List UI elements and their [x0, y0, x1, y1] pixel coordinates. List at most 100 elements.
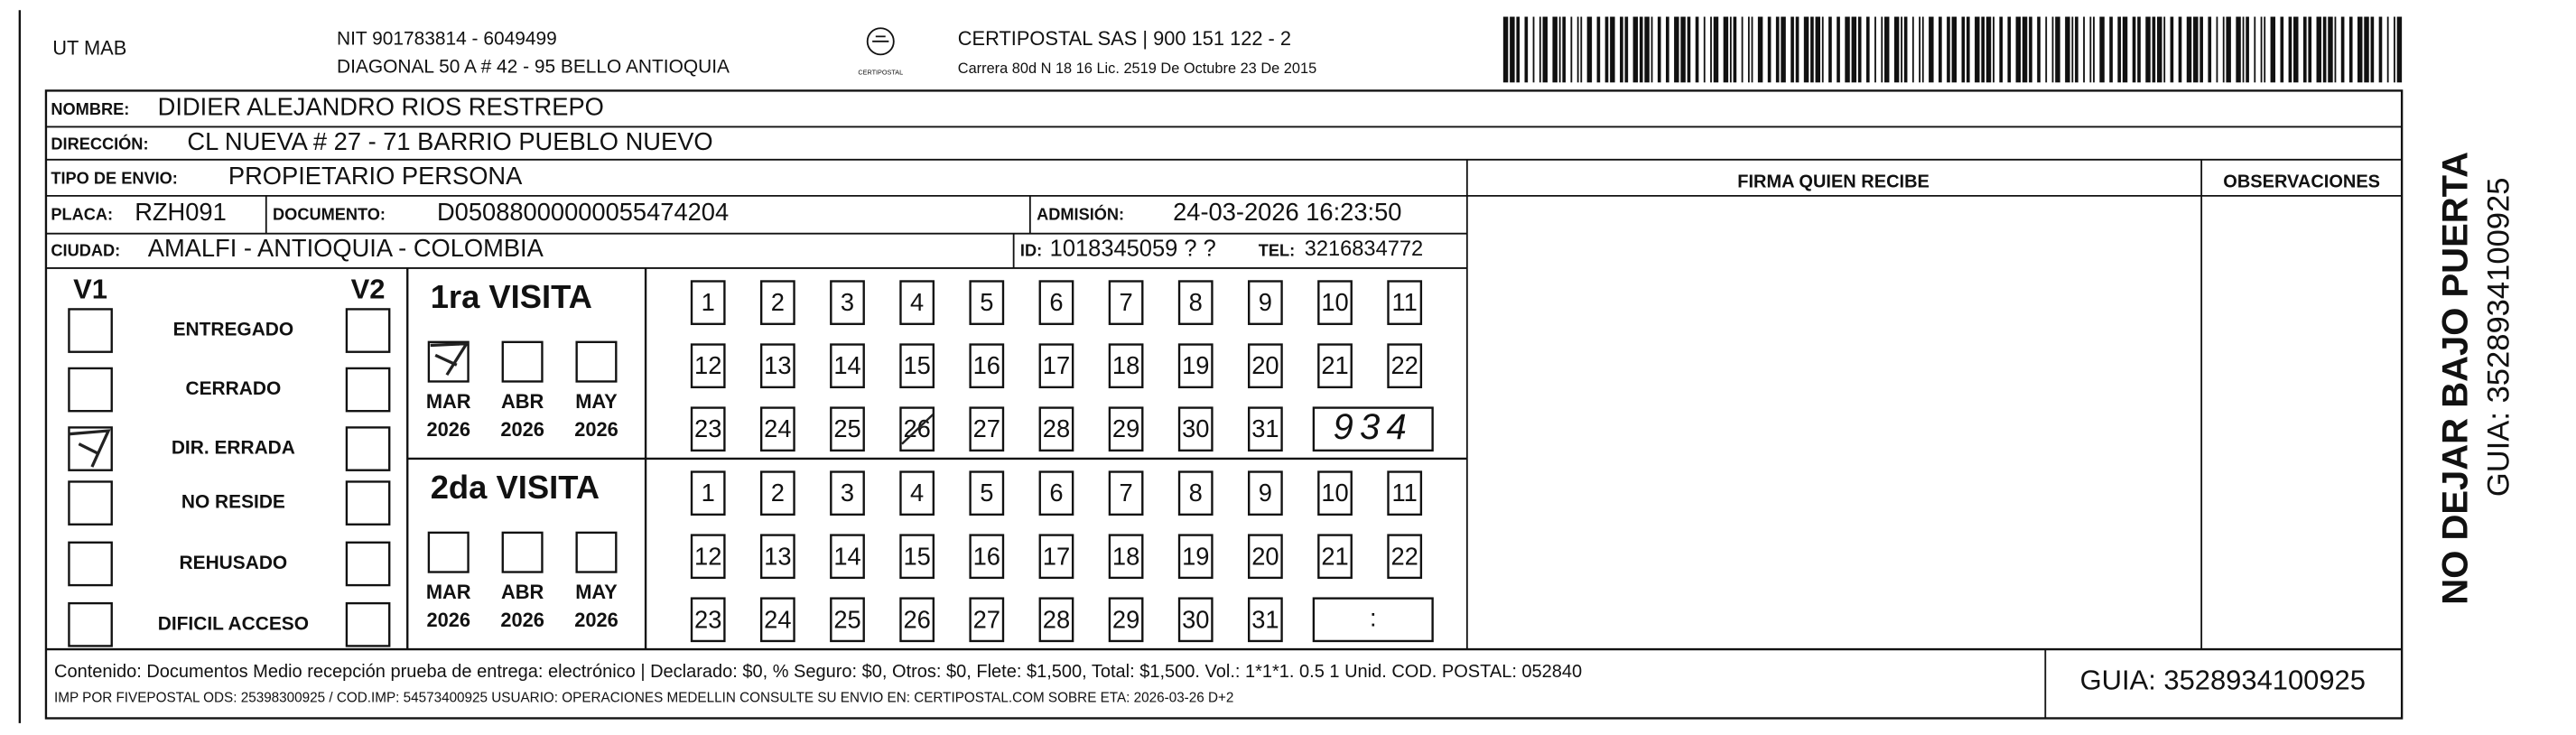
bar	[2260, 16, 2263, 83]
day-box	[1177, 343, 1214, 389]
bar	[1510, 16, 1515, 83]
day-box	[1038, 406, 1074, 452]
day: 28	[1043, 605, 1070, 633]
bar	[1911, 16, 1914, 83]
day-box	[1108, 597, 1144, 643]
bar	[1815, 16, 1821, 83]
bar	[1781, 16, 1786, 83]
bar	[1803, 16, 1809, 83]
bar	[1665, 16, 1669, 83]
bar	[2170, 16, 2174, 83]
bar	[2022, 16, 2028, 83]
bar	[1857, 16, 1862, 83]
v2-checkbox	[345, 308, 391, 353]
day-box	[690, 597, 726, 643]
bar	[1747, 16, 1750, 83]
year: 2026	[500, 609, 544, 631]
field-value: 24-03-2026 16:23:50	[1173, 198, 1401, 226]
day: 16	[973, 351, 1000, 379]
bar	[2178, 16, 2182, 83]
bar	[2117, 16, 2121, 83]
day: 17	[1043, 542, 1070, 570]
day: 16	[973, 542, 1000, 570]
column-header: FIRMA QUIEN RECIBE	[1737, 172, 1930, 192]
day-box	[830, 280, 865, 325]
status-option: ENTREGADO	[173, 320, 294, 340]
month: ABR	[501, 581, 544, 603]
day-box	[969, 406, 1005, 452]
day-box	[690, 470, 726, 516]
bar	[1901, 16, 1902, 83]
bar	[1919, 16, 1921, 83]
bar	[1741, 16, 1744, 83]
day-box	[759, 280, 795, 325]
time: :	[1370, 603, 1377, 631]
bar	[1975, 16, 1980, 83]
day: 19	[1182, 351, 1209, 379]
month-checkbox	[427, 531, 470, 573]
field-label: NOMBRE:	[51, 100, 129, 118]
bar	[1985, 16, 1992, 83]
bar	[1757, 16, 1763, 83]
field-value: CL NUEVA # 27 - 71 BARRIO PUEBLO NUEVO	[187, 127, 712, 155]
day: 4	[910, 288, 924, 316]
bar	[2099, 16, 2105, 83]
bar	[1837, 16, 1840, 83]
day-box	[1108, 280, 1144, 325]
month-checkbox	[575, 531, 618, 573]
field-value: 3216834772	[1305, 237, 1423, 261]
day: 20	[1251, 542, 1279, 570]
day: 10	[1321, 479, 1348, 507]
v2-checkbox	[345, 541, 391, 587]
field-label: TEL:	[1259, 242, 1295, 260]
time: 934	[1333, 407, 1413, 447]
status-option: DIFICIL ACCESO	[158, 613, 309, 634]
day-box	[690, 534, 726, 580]
bar	[1874, 16, 1876, 83]
day: 14	[833, 542, 860, 570]
day: 31	[1251, 605, 1279, 633]
day: 6	[1049, 479, 1063, 507]
bar	[2075, 16, 2078, 83]
status-option: DIR. ERRADA	[172, 438, 295, 459]
day: 23	[694, 414, 721, 442]
v1-checkbox	[68, 426, 113, 471]
bar	[1680, 16, 1686, 83]
day-box	[1038, 470, 1074, 516]
day: 15	[903, 542, 930, 570]
bar	[2386, 16, 2389, 83]
bar	[1651, 16, 1653, 83]
bar	[1644, 16, 1650, 83]
bar	[1532, 16, 1535, 83]
day: 15	[903, 351, 930, 379]
v1-checkbox	[68, 601, 113, 647]
year: 2026	[426, 418, 470, 441]
bar	[2037, 16, 2041, 83]
bar	[1999, 16, 2003, 83]
bar	[2152, 16, 2156, 83]
bar	[1821, 16, 1824, 83]
day: 23	[694, 605, 721, 633]
bar	[1845, 16, 1850, 83]
day-box	[759, 534, 795, 580]
v1-header: V1	[73, 274, 107, 305]
day: 31	[1251, 414, 1279, 442]
day-box	[969, 534, 1005, 580]
bar	[1596, 16, 1601, 83]
day: 29	[1112, 605, 1139, 633]
day-box	[1248, 597, 1283, 643]
bar	[2055, 16, 2060, 83]
month-checkbox	[427, 340, 470, 383]
bar	[2236, 16, 2241, 83]
bar	[1893, 16, 1900, 83]
day: 6	[1049, 288, 1063, 316]
day-box	[830, 534, 865, 580]
day-box	[1317, 534, 1353, 580]
bar	[1883, 16, 1890, 83]
day-box	[899, 280, 935, 325]
day: 13	[764, 542, 791, 570]
day: 12	[694, 351, 721, 379]
month-checkbox	[575, 340, 618, 383]
bar	[1604, 16, 1609, 83]
day: 20	[1251, 351, 1279, 379]
